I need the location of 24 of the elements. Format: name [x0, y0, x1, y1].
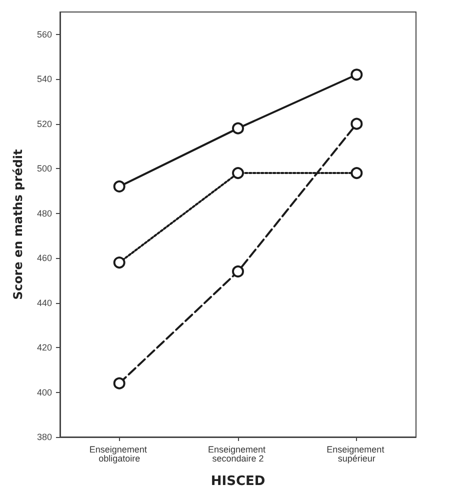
x-axis-title: HISCED — [210, 474, 266, 489]
y-tick-label: 440 — [36, 298, 52, 308]
point — [350, 167, 363, 180]
point — [113, 377, 126, 390]
point — [232, 265, 244, 278]
x-tick-label: Enseignement obligatoire — [89, 444, 150, 464]
y-tick-label: 400 — [36, 387, 52, 398]
y-tick-label: 460 — [36, 253, 52, 264]
y-axis-title: Score en maths prédit — [11, 149, 25, 300]
point — [232, 122, 244, 134]
point — [350, 68, 363, 81]
x-tick-label: Enseignement secondaire 2 — [208, 444, 268, 464]
y-tick-label: 520 — [36, 118, 52, 129]
point — [113, 256, 126, 269]
point — [350, 118, 363, 130]
x-tick-label: Enseignement supérieur — [326, 444, 387, 464]
y-tick-label: 420 — [36, 342, 52, 353]
y-tick-label: 540 — [36, 74, 52, 84]
y-tick-label: 380 — [36, 432, 52, 442]
y-tick-label: 480 — [36, 208, 52, 218]
point — [113, 180, 126, 192]
point — [232, 167, 244, 180]
y-tick-label: 560 — [36, 29, 52, 40]
y-tick-label: 500 — [36, 164, 52, 174]
